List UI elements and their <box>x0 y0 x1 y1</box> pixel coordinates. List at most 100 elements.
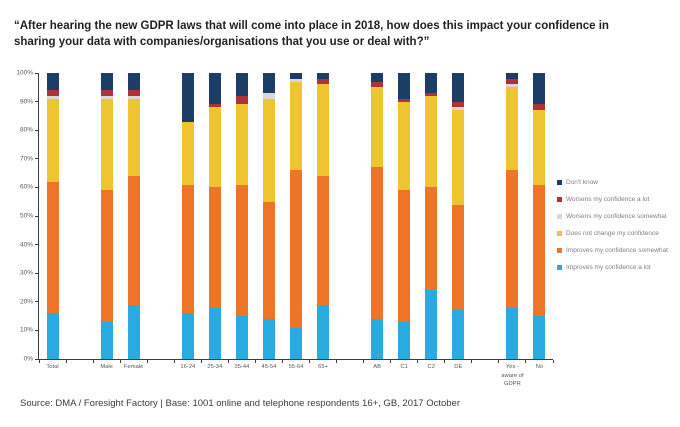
x-axis-category-label: Yes - aware of GDPR <box>501 364 524 388</box>
bar-segment <box>290 170 302 328</box>
x-axis-tick-mark <box>498 360 500 363</box>
bar-segment <box>290 327 302 359</box>
stacked-bar-male <box>100 73 113 359</box>
legend-swatch-icon <box>557 197 562 202</box>
bar-segment <box>46 181 59 314</box>
legend-label: Worsens my confidence somewhat <box>566 213 667 220</box>
legend-item: Worsens my confidence a lot <box>557 191 668 208</box>
x-axis-tick-mark <box>336 360 338 363</box>
source-note: Source: DMA / Foresight Factory | Base: … <box>20 398 460 409</box>
stacked-bar-65+ <box>317 73 330 359</box>
bar-segment <box>127 304 140 359</box>
bar-segment <box>127 90 140 96</box>
bar-segment <box>371 318 384 359</box>
x-axis-tick-mark <box>471 360 473 363</box>
bar-segment <box>127 98 140 176</box>
x-axis-tick-mark <box>417 360 419 363</box>
bar-segment <box>398 101 411 191</box>
y-axis-tick-label: 80% <box>19 126 33 134</box>
x-axis-category-label: 45-54 <box>261 364 277 370</box>
bar-segment <box>317 73 330 79</box>
stacked-bar-female <box>127 73 140 359</box>
y-axis-tick-label: 20% <box>19 298 33 306</box>
x-axis-tick-mark <box>227 360 229 363</box>
bar-segment <box>317 84 330 176</box>
y-axis-tick-mark <box>35 101 39 103</box>
x-axis-category-label: AB <box>373 364 382 370</box>
y-axis-tick-mark <box>35 244 39 246</box>
bar-segment <box>181 184 194 314</box>
bar-segment <box>181 121 194 185</box>
legend-label: Does not change my confidence <box>566 230 659 237</box>
bar-segment <box>46 313 59 359</box>
bar-segment <box>452 110 465 205</box>
stacked-bar-ab <box>371 73 384 359</box>
y-axis-tick-mark <box>35 215 39 217</box>
y-axis-tick-label: 10% <box>19 326 33 334</box>
y-axis-tick-mark <box>35 358 39 360</box>
bar-segment <box>208 107 221 188</box>
x-axis-tick-mark <box>309 360 311 363</box>
stacked-bar-total <box>46 73 59 359</box>
bar-segment <box>317 304 330 359</box>
bar-segment <box>452 101 465 108</box>
x-axis-tick-mark <box>173 360 175 363</box>
bar-segment <box>452 204 465 311</box>
x-axis-tick-mark <box>119 360 121 363</box>
stacked-bar-no <box>533 73 546 359</box>
bar-segment <box>46 95 59 99</box>
y-axis-tick-mark <box>35 186 39 188</box>
bar-segment <box>398 73 411 99</box>
bar-segment <box>127 175 140 305</box>
bar-segment <box>290 73 302 79</box>
x-axis-tick-mark <box>200 360 202 363</box>
bar-segment <box>452 73 465 102</box>
bar-segment <box>398 98 411 102</box>
legend-item: Don't know <box>557 174 668 191</box>
x-axis-category-label: 16-24 <box>180 364 196 370</box>
legend-label: Don't know <box>566 179 598 186</box>
y-axis-tick-mark <box>35 129 39 131</box>
bar-segment <box>425 290 438 359</box>
bar-segment <box>208 73 221 105</box>
y-axis-tick-label: 100% <box>16 69 33 77</box>
x-axis-tick-mark <box>363 360 365 363</box>
legend-swatch-icon <box>557 231 562 236</box>
x-axis-category-label: 25-34 <box>207 364 223 370</box>
bar-segment <box>317 175 330 305</box>
bar-segment <box>235 73 248 96</box>
legend-swatch-icon <box>557 248 562 253</box>
x-axis-category-label: 65+ <box>318 364 328 370</box>
bar-segment <box>506 87 519 171</box>
bar-segment <box>100 190 113 322</box>
y-axis-tick-label: 60% <box>19 183 33 191</box>
bar-segment <box>262 93 275 99</box>
bar-segment <box>290 78 302 82</box>
x-axis-category-label: Male <box>100 364 113 370</box>
bar-segment <box>262 318 275 359</box>
x-axis-category-label: Total <box>46 364 59 370</box>
plot-area: 0% 10% 20% 30% 40% 50% 60% 70% 80% 90% 100% Total Ma… <box>16 70 554 387</box>
x-axis-tick-mark <box>525 360 527 363</box>
stacked-bar-25-34 <box>208 73 221 359</box>
legend-swatch-icon <box>557 265 562 270</box>
bar-segment <box>208 104 221 108</box>
stacked-bar-de <box>452 73 465 359</box>
legend-label: Improves my confidence somewhat <box>566 247 668 254</box>
chart-title: “After hearing the new GDPR laws that wi… <box>14 20 609 49</box>
bar-segment <box>235 316 248 359</box>
bar-segment <box>533 316 546 359</box>
bar-segment <box>533 104 546 111</box>
stacked-bar-c1 <box>398 73 411 359</box>
bar-segment <box>371 167 384 319</box>
stacked-bar-c2 <box>425 73 438 359</box>
bar-segment <box>181 73 194 122</box>
x-axis-category-label: C1 <box>400 364 408 370</box>
bar-segment <box>398 190 411 322</box>
bar-segment <box>371 73 384 82</box>
bar-segment <box>371 81 384 88</box>
bar-segment <box>181 313 194 359</box>
x-axis-category-label: DE <box>454 364 463 370</box>
y-axis-tick-label: 40% <box>19 241 33 249</box>
x-axis-tick-mark <box>444 360 446 363</box>
